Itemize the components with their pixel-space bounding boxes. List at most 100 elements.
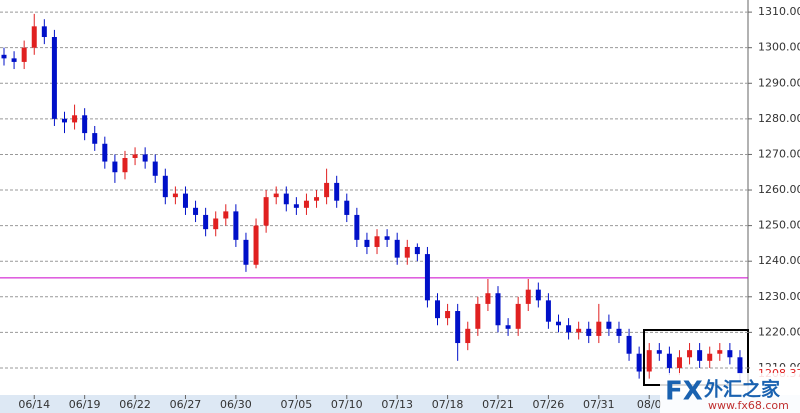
candle-body (61, 118, 67, 123)
candle-body (122, 158, 128, 173)
candle-body (193, 207, 199, 215)
candle-body (525, 289, 531, 304)
candle-body (465, 328, 471, 344)
candle-body (21, 47, 27, 62)
candle-body (374, 236, 380, 247)
candle-body (314, 197, 320, 201)
candle-body (707, 353, 713, 361)
candle-body (11, 58, 17, 62)
candle-body (31, 26, 37, 48)
candle-body (676, 357, 682, 368)
candle-body (646, 350, 652, 372)
candle-body (172, 193, 178, 198)
candle-body (283, 193, 289, 205)
candle-body (182, 193, 188, 208)
candle-body (697, 350, 703, 361)
candle-body (213, 218, 219, 230)
candle-body (404, 246, 410, 258)
y-tick-label: 1230.00 (758, 290, 800, 303)
candle-body (324, 182, 330, 198)
candle-body (152, 161, 158, 176)
x-tick-label: 07/26 (533, 398, 565, 411)
candle-body (566, 325, 572, 333)
x-tick-label: 06/27 (170, 398, 202, 411)
y-tick-label: 1280.00 (758, 112, 800, 125)
candle-body (414, 246, 420, 255)
candle-body (82, 115, 88, 134)
candle-body (112, 161, 118, 173)
watermark-bg (660, 373, 800, 413)
candle-body (626, 335, 632, 354)
candle-body (41, 26, 47, 38)
candle-body (303, 200, 309, 208)
x-tick-label: 07/10 (331, 398, 363, 411)
candle-body (687, 350, 693, 358)
candle-body (243, 239, 249, 265)
x-tick-label: 06/14 (18, 398, 50, 411)
y-tick-label: 1300.00 (758, 41, 800, 54)
candle-body (142, 154, 148, 162)
candle-body (656, 350, 662, 354)
candle-body (445, 311, 451, 319)
candle-body (72, 115, 78, 123)
y-tick-label: 1220.00 (758, 325, 800, 338)
candle-body (132, 154, 138, 158)
y-tick-label: 1290.00 (758, 76, 800, 89)
x-tick-label: 06/22 (119, 398, 151, 411)
x-tick-label: 06/19 (69, 398, 101, 411)
candle-body (354, 214, 360, 240)
x-tick-label: 07/05 (281, 398, 313, 411)
candle-body (586, 328, 592, 336)
candle-body (495, 293, 501, 326)
candle-body (334, 182, 340, 201)
candle-body (455, 311, 461, 344)
candle-body (263, 197, 269, 226)
candle-body (596, 321, 602, 336)
x-tick-label: 07/18 (432, 398, 464, 411)
candle-body (253, 225, 259, 265)
candle-body (51, 37, 57, 119)
candle-body (515, 303, 521, 329)
candle-body (273, 193, 279, 198)
candle-body (162, 175, 168, 198)
candle-body (203, 214, 209, 230)
candle-body (535, 289, 541, 301)
candle-body (384, 236, 390, 240)
candle-body (737, 357, 743, 374)
y-tick-label: 1310.00 (758, 5, 800, 18)
candle-body (636, 353, 642, 372)
y-tick-label: 1250.00 (758, 219, 800, 232)
candle-body (223, 211, 229, 219)
x-tick-label: 06/30 (220, 398, 252, 411)
candle-body (606, 321, 612, 329)
candle-body (233, 211, 239, 240)
candle-body (394, 239, 400, 258)
watermark-brand: FX (665, 377, 703, 407)
candle-body (727, 350, 733, 358)
candle-body (616, 328, 622, 336)
candle-body (102, 143, 108, 162)
candle-body (435, 300, 441, 319)
candle-body (717, 350, 723, 354)
watermark-url: www.fx68.com (708, 399, 789, 412)
candle-body (293, 204, 299, 208)
candle-body (555, 321, 561, 326)
candle-body (364, 239, 370, 247)
x-tick-label: 07/21 (482, 398, 514, 411)
candle-body (505, 325, 511, 329)
x-tick-label: 08/0 (637, 398, 662, 411)
candle-body (1, 54, 7, 59)
candle-body (576, 328, 582, 333)
candle-body (545, 300, 551, 322)
candle-body (344, 200, 350, 215)
watermark-name: 外汇之家 (704, 378, 781, 401)
candle-body (92, 133, 98, 144)
x-axis-band (0, 395, 800, 413)
x-tick-label: 07/31 (583, 398, 615, 411)
y-tick-label: 1270.00 (758, 147, 800, 160)
candle-body (666, 353, 672, 368)
candle-body (485, 293, 491, 304)
y-tick-label: 1260.00 (758, 183, 800, 196)
plot: 1210.001220.001230.001240.001250.001260.… (0, 5, 800, 411)
